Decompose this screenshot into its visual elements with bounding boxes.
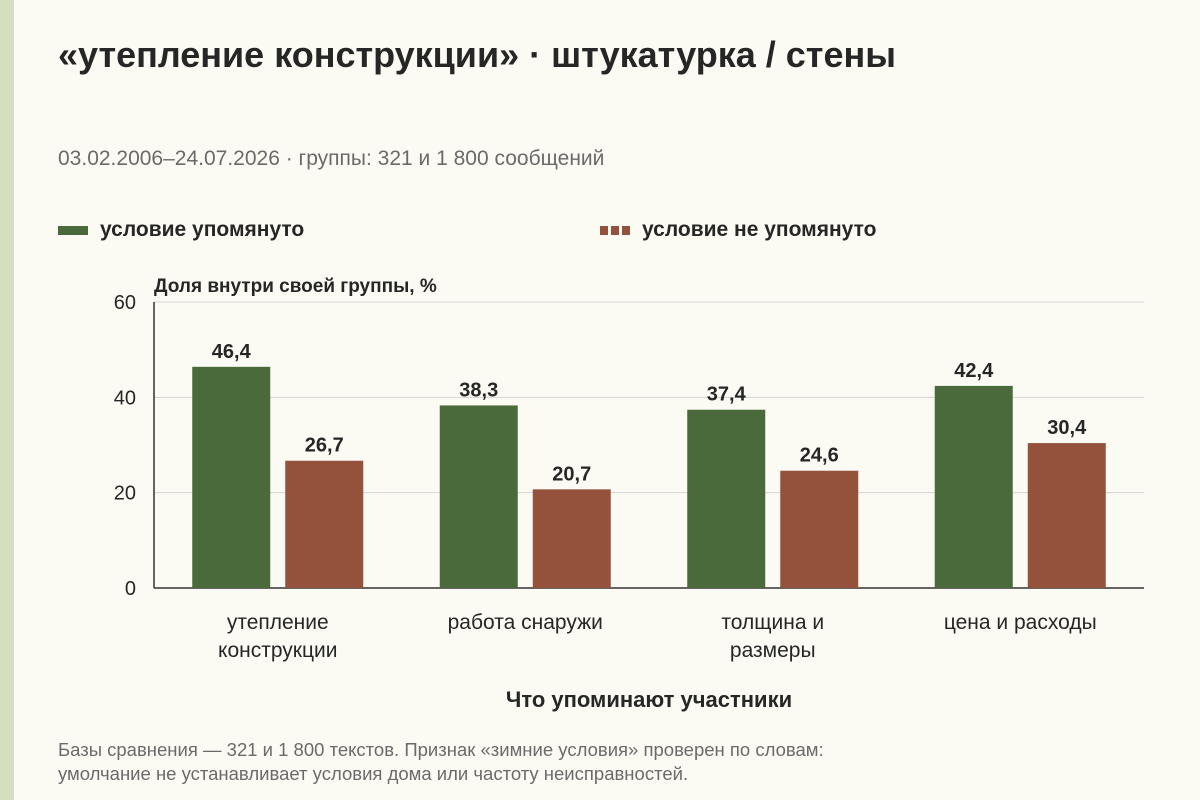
left-accent-stripe (0, 0, 14, 800)
y-axis-title: Доля внутри своей группы, % (154, 276, 437, 297)
footnote: Базы сравнения — 321 и 1 800 текстов. Пр… (58, 738, 1158, 786)
bar-not-mentioned (1027, 443, 1106, 588)
footnote-line-2: умолчание не устанавливает условия дома … (58, 763, 689, 784)
x-tick-label: размеры (730, 639, 816, 662)
x-tick-label: толщина и (721, 611, 824, 634)
bar-mentioned (934, 385, 1013, 588)
chart-title: «утепление конструкции» · штукатурка / с… (58, 34, 896, 75)
data-label: 26,7 (305, 435, 344, 457)
footnote-line-1: Базы сравнения — 321 и 1 800 текстов. Пр… (58, 739, 824, 760)
y-tick-label: 60 (114, 292, 136, 314)
bar-not-mentioned (285, 460, 364, 588)
y-tick-label: 40 (114, 387, 136, 409)
bar-mentioned (687, 409, 766, 588)
data-label: 46,4 (212, 341, 252, 363)
data-label: 42,4 (954, 360, 994, 382)
data-label: 30,4 (1047, 417, 1087, 439)
data-label: 37,4 (707, 384, 747, 406)
y-tick-label: 0 (125, 578, 136, 600)
x-tick-label: цена и расходы (944, 611, 1097, 634)
legend-label-not-mentioned: условие не упомянуто (642, 218, 877, 241)
legend-label-mentioned: условие упомянуто (100, 218, 305, 241)
data-label: 24,6 (800, 445, 839, 467)
legend-swatch-not-mentioned (600, 225, 630, 235)
legend-item-not-mentioned: условие не упомянуто (600, 218, 876, 242)
y-tick-label: 20 (114, 483, 136, 505)
bar-not-mentioned (532, 489, 611, 588)
x-tick-label: утепление (227, 611, 329, 634)
x-axis-title: Что упоминают участники (506, 687, 792, 712)
x-tick-label: работа снаружи (448, 611, 603, 634)
bar-mentioned (192, 366, 271, 588)
legend-swatch-mentioned (58, 225, 88, 235)
data-label: 20,7 (552, 463, 591, 485)
x-tick-label: конструкции (218, 639, 337, 662)
legend: условие упомянуто условие не упомянуто (0, 218, 1200, 248)
data-label: 38,3 (459, 379, 498, 401)
chart-subtitle: 03.02.2006–24.07.2026 · группы: 321 и 1 … (58, 147, 605, 170)
bar-mentioned (439, 405, 518, 588)
bar-not-mentioned (780, 470, 859, 588)
legend-item-mentioned: условие упомянуто (58, 218, 304, 242)
